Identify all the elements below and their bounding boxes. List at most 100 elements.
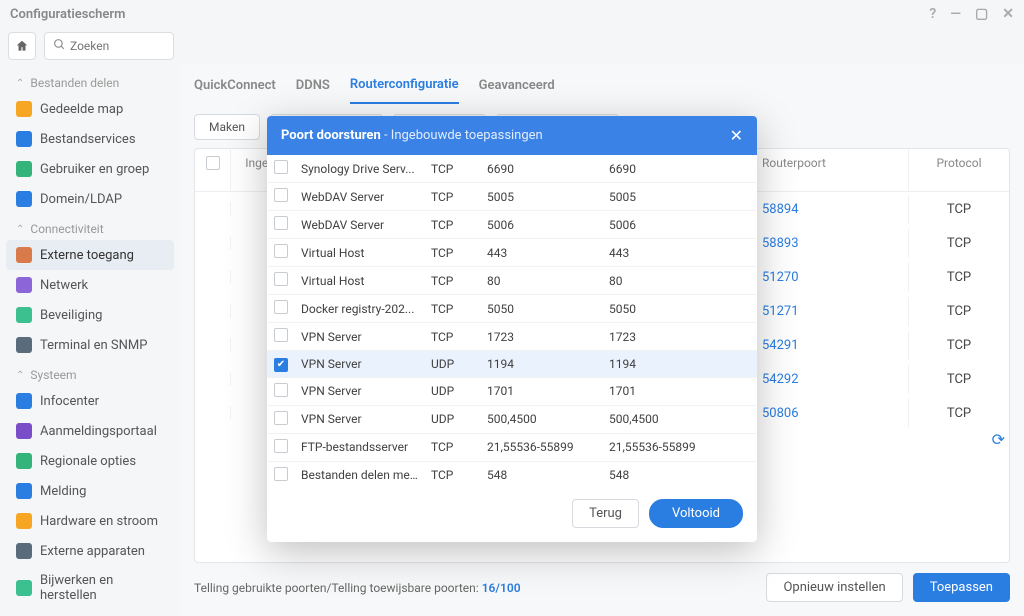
sidebar-item-label: Gedeelde map xyxy=(40,102,123,117)
checkbox-icon[interactable] xyxy=(274,383,288,397)
modal-row[interactable]: Docker registry-202...TCP50505050 xyxy=(267,295,757,323)
sidebar-item[interactable]: Netwerk xyxy=(6,270,174,300)
app-port2: 21,55536-55899 xyxy=(603,435,757,459)
sidebar-item[interactable]: Externe apparaten xyxy=(6,536,174,566)
sidebar-item[interactable]: Terminal en SNMP xyxy=(6,330,174,360)
tab[interactable]: Geavanceerd xyxy=(479,68,555,103)
modal-title: Poort doorsturen xyxy=(281,128,381,143)
modal-row[interactable]: Virtual HostTCP443443 xyxy=(267,239,757,267)
sidebar-item[interactable]: Hardware en stroom xyxy=(6,506,174,536)
sidebar-group-label: Bestanden delen xyxy=(30,76,119,90)
router-port-link[interactable]: 58893 xyxy=(762,236,799,251)
col-proto[interactable]: Protocol xyxy=(909,149,1009,191)
sidebar-item-icon xyxy=(16,543,32,559)
modal-row[interactable]: VPN ServerTCP17231723 xyxy=(267,323,757,351)
sidebar-group[interactable]: ⌃Systeem xyxy=(6,360,174,386)
sidebar-item[interactable]: Melding xyxy=(6,476,174,506)
app-port1: 5006 xyxy=(481,213,603,237)
modal-close-icon[interactable]: ✕ xyxy=(730,126,743,145)
modal-footer: Terug Voltooid xyxy=(267,485,757,542)
refresh-button[interactable]: ⟳ xyxy=(988,430,1009,457)
sidebar-item[interactable]: Domein/LDAP xyxy=(6,184,174,214)
tabs: QuickConnect DDNS Routerconfiguratie Geavan… xyxy=(194,64,1010,106)
sidebar-item-label: Domein/LDAP xyxy=(40,192,122,207)
tab[interactable]: QuickConnect xyxy=(194,68,276,103)
tab[interactable]: DDNS xyxy=(296,68,330,103)
modal-row[interactable]: VPN ServerUDP17011701 xyxy=(267,378,757,406)
app-name: VPN Server xyxy=(295,407,425,431)
checkbox-icon[interactable] xyxy=(274,467,288,481)
window-title: Configuratiescherm xyxy=(10,7,125,22)
home-button[interactable] xyxy=(8,32,36,60)
router-port-link[interactable]: 50806 xyxy=(762,406,799,421)
sidebar-group[interactable]: ⌃Bestanden delen xyxy=(6,68,174,94)
tab[interactable]: Routerconfiguratie xyxy=(350,67,459,104)
router-port-link[interactable]: 54292 xyxy=(762,372,799,387)
checkbox-icon[interactable] xyxy=(274,328,288,342)
modal-row[interactable]: WebDAV ServerTCP50055005 xyxy=(267,183,757,211)
modal-row[interactable]: WebDAV ServerTCP50065006 xyxy=(267,211,757,239)
app-proto: TCP xyxy=(425,269,481,293)
sidebar-group[interactable]: ⌃Connectiviteit xyxy=(6,214,174,240)
sidebar-item-icon xyxy=(16,580,32,596)
done-button[interactable]: Voltooid xyxy=(649,499,743,528)
sidebar-item[interactable]: Gebruiker en groep xyxy=(6,154,174,184)
help-icon[interactable]: ? xyxy=(929,6,936,22)
sidebar-item[interactable]: Externe toegang xyxy=(6,240,174,270)
col-rport[interactable]: Routerpoort xyxy=(754,149,909,191)
modal-row[interactable]: VPN ServerUDP500,4500500,4500 xyxy=(267,406,757,434)
sidebar-item[interactable]: Infocenter xyxy=(6,386,174,416)
checkbox-icon[interactable] xyxy=(206,156,220,170)
reset-button[interactable]: Opnieuw instellen xyxy=(766,573,902,602)
sidebar-item[interactable]: Beveiliging xyxy=(6,300,174,330)
minimize-icon[interactable]: — xyxy=(950,6,961,22)
sidebar-item[interactable]: Regionale opties xyxy=(6,446,174,476)
checkbox-icon[interactable] xyxy=(274,439,288,453)
app-name: WebDAV Server xyxy=(295,213,425,237)
modal-body: Synology Drive Serv...TCP66906690WebDAV … xyxy=(267,155,757,485)
footer: Telling gebruikte poorten/Telling toewij… xyxy=(194,563,1010,616)
checkbox-icon[interactable]: ✔ xyxy=(274,358,288,372)
app-port1: 1701 xyxy=(481,379,603,403)
modal-row[interactable]: ✔VPN ServerUDP11941194 xyxy=(267,351,757,378)
app-proto: TCP xyxy=(425,325,481,349)
app-port2: 443 xyxy=(603,241,757,265)
maximize-icon[interactable]: ▢ xyxy=(975,6,988,22)
sidebar-item-label: Bijwerken en herstellen xyxy=(40,573,164,603)
sidebar-item[interactable]: Bestandservices xyxy=(6,124,174,154)
sidebar-item[interactable]: Gedeelde map xyxy=(6,94,174,124)
search-box[interactable] xyxy=(44,32,174,60)
sidebar-item-icon xyxy=(16,277,32,293)
checkbox-icon[interactable] xyxy=(274,244,288,258)
toolbar-button[interactable]: Maken xyxy=(194,114,260,140)
search-input[interactable] xyxy=(70,39,165,53)
close-icon[interactable]: ✕ xyxy=(1002,6,1014,22)
app-port2: 548 xyxy=(603,463,757,485)
app-name: Virtual Host xyxy=(295,241,425,265)
app-proto: UDP xyxy=(425,407,481,431)
sidebar-item[interactable]: Aanmeldingsportaal xyxy=(6,416,174,446)
router-port-link[interactable]: 54291 xyxy=(762,338,799,353)
app-port2: 5006 xyxy=(603,213,757,237)
checkbox-icon[interactable] xyxy=(274,411,288,425)
modal-row[interactable]: Synology Drive Serv...TCP66906690 xyxy=(267,155,757,183)
app-name: Bestanden delen me... xyxy=(295,463,425,485)
back-button[interactable]: Terug xyxy=(572,499,639,528)
checkbox-icon[interactable] xyxy=(274,188,288,202)
router-port-link[interactable]: 51271 xyxy=(762,304,799,319)
apply-button[interactable]: Toepassen xyxy=(913,573,1010,602)
checkbox-icon[interactable] xyxy=(274,272,288,286)
checkbox-icon[interactable] xyxy=(274,300,288,314)
modal-row[interactable]: FTP-bestandsserverTCP21,55536-5589921,55… xyxy=(267,434,757,462)
router-port-link[interactable]: 51270 xyxy=(762,270,799,285)
modal-row[interactable]: Virtual HostTCP8080 xyxy=(267,267,757,295)
modal-row[interactable]: Bestanden delen me...TCP548548 xyxy=(267,462,757,486)
app-proto: TCP xyxy=(425,435,481,459)
app-port1: 5005 xyxy=(481,185,603,209)
sidebar-item[interactable]: Bijwerken en herstellen xyxy=(6,566,174,610)
router-port-link[interactable]: 58894 xyxy=(762,202,799,217)
checkbox-icon[interactable] xyxy=(274,160,288,174)
checkbox-icon[interactable] xyxy=(274,216,288,230)
col-check[interactable] xyxy=(195,149,231,191)
sidebar: ⌃Bestanden delen Gedeelde map Bestandservi… xyxy=(0,64,180,616)
